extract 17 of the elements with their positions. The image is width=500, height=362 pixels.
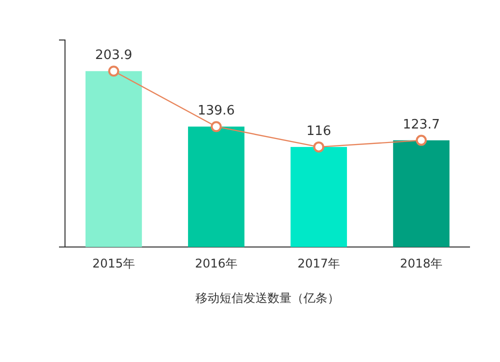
x-axis-title: 移动短信发送数量（亿条） [196, 291, 340, 305]
x-tick-label: 2016年 [194, 256, 238, 271]
x-tick-label: 2015年 [92, 256, 135, 271]
point [108, 66, 120, 77]
data-label: 203.9 [95, 48, 132, 64]
data-label: 139.6 [198, 104, 235, 119]
point [313, 141, 324, 152]
bar [188, 126, 244, 247]
data-label: 116 [306, 124, 332, 139]
bar [290, 146, 347, 247]
bar [86, 71, 142, 247]
x-tick-label: 2017年 [297, 256, 340, 271]
point [210, 121, 222, 132]
x-tick-label: 2018年 [400, 256, 443, 271]
bar [393, 140, 450, 247]
data-label: 123.7 [402, 117, 440, 132]
point [416, 134, 427, 146]
